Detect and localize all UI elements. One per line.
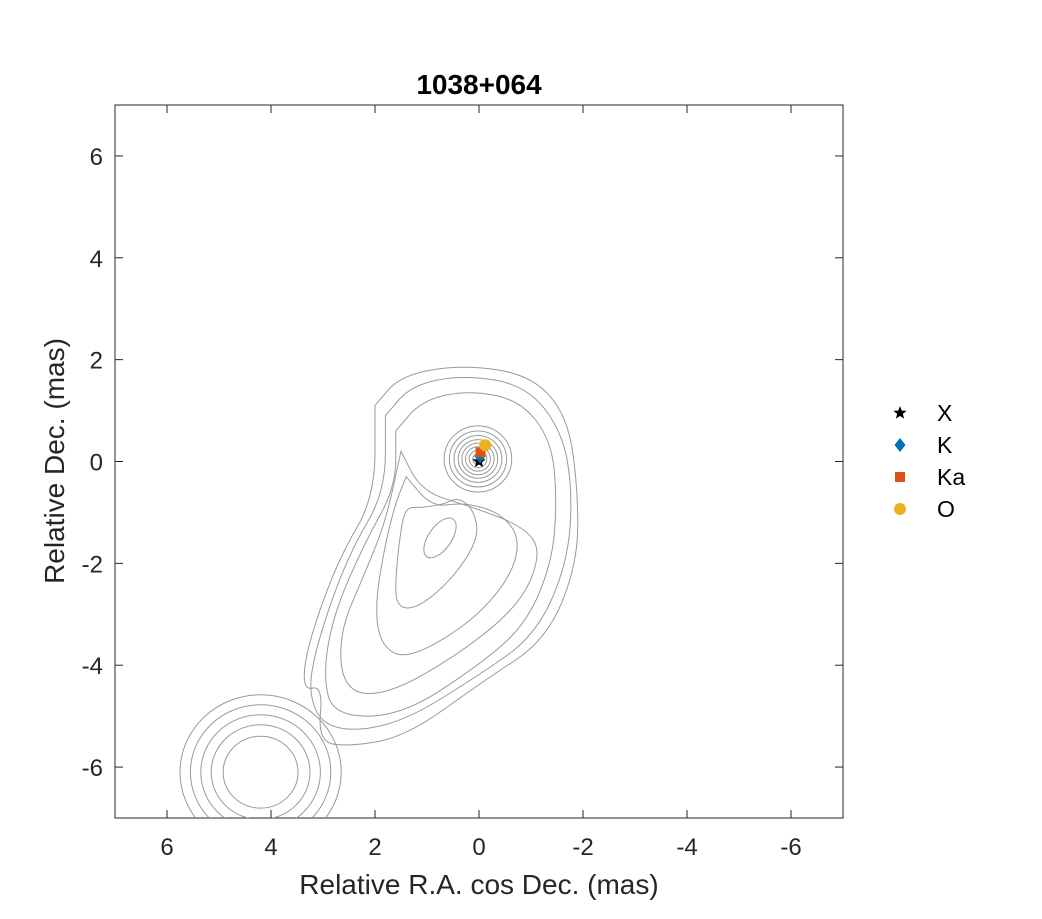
contour-line <box>310 376 572 730</box>
y-tick-label: 0 <box>90 450 103 477</box>
x-tick-label: -6 <box>780 834 801 861</box>
y-tick-label: -6 <box>82 755 103 782</box>
contour-line <box>453 435 503 483</box>
contour-line <box>189 704 332 818</box>
contour-line <box>457 439 499 479</box>
legend-label-ka: Ka <box>937 464 965 490</box>
legend-marker-o <box>894 503 906 515</box>
contour-line <box>376 475 518 656</box>
point-ka <box>475 447 486 458</box>
contour-map <box>179 366 579 818</box>
x-tick-label: 0 <box>472 834 485 861</box>
data-points <box>472 439 492 468</box>
y-axis-label: Relative Dec. (mas) <box>39 338 70 584</box>
legend-marker-k <box>894 438 906 452</box>
contour-line <box>340 449 538 695</box>
point-o <box>479 439 492 452</box>
contour-line <box>448 430 508 488</box>
x-tick-label: 4 <box>264 834 277 861</box>
legend: XK Ka O <box>893 400 965 522</box>
contour-line <box>423 517 457 559</box>
chart-title: 1038+064 <box>416 69 542 100</box>
contour-line <box>179 694 342 818</box>
y-tick-label: 6 <box>90 144 103 171</box>
x-tick-label: 6 <box>160 834 173 861</box>
y-tick-label: 4 <box>90 246 103 273</box>
contour-line <box>395 499 478 609</box>
x-tick-label: -4 <box>676 834 697 861</box>
x-tick-label: -2 <box>572 834 593 861</box>
x-axis-label: Relative R.A. cos Dec. (mas) <box>299 869 658 900</box>
contour-line <box>303 366 579 746</box>
y-tick-label: -2 <box>82 551 103 578</box>
contour-line <box>325 392 557 717</box>
legend-marker-x <box>893 406 907 419</box>
axis-ticks: 6 4 2 0 -2 -4 -6 -6 -4 -2 0 2 4 6 <box>82 105 843 861</box>
contour-line <box>222 735 299 809</box>
contour-line <box>210 724 311 818</box>
y-tick-label: 2 <box>90 348 103 375</box>
y-tick-label: -4 <box>82 653 103 680</box>
contour-line <box>443 425 513 493</box>
legend-label-k: K <box>937 432 953 458</box>
contour-line <box>200 714 321 818</box>
legend-label-x: X <box>937 400 952 426</box>
x-tick-label: 2 <box>368 834 381 861</box>
legend-marker-ka <box>895 472 905 482</box>
legend-label-o: O <box>937 496 955 522</box>
contour-line <box>461 442 495 476</box>
contour-line <box>464 446 491 472</box>
